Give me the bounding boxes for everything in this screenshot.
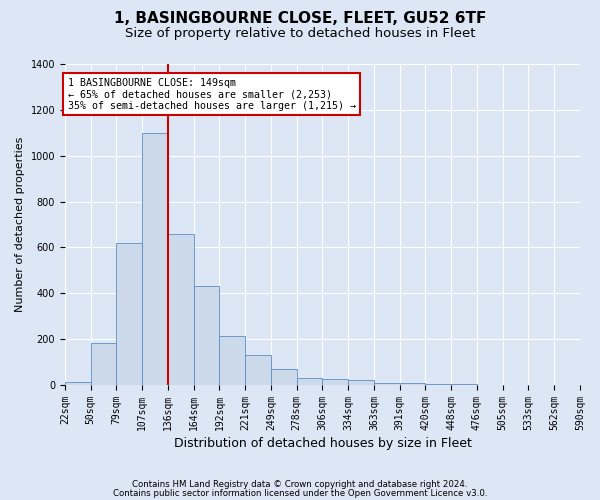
Bar bbox=[348, 380, 374, 385]
Bar bbox=[142, 133, 168, 385]
Bar bbox=[245, 356, 271, 385]
Bar bbox=[168, 234, 194, 385]
X-axis label: Distribution of detached houses by size in Fleet: Distribution of detached houses by size … bbox=[173, 437, 472, 450]
Bar bbox=[296, 378, 322, 385]
Text: 1 BASINGBOURNE CLOSE: 149sqm
← 65% of detached houses are smaller (2,253)
35% of: 1 BASINGBOURNE CLOSE: 149sqm ← 65% of de… bbox=[68, 78, 356, 111]
Y-axis label: Number of detached properties: Number of detached properties bbox=[15, 137, 25, 312]
Text: Contains public sector information licensed under the Open Government Licence v3: Contains public sector information licen… bbox=[113, 489, 487, 498]
Text: Size of property relative to detached houses in Fleet: Size of property relative to detached ho… bbox=[125, 28, 475, 40]
Bar bbox=[220, 336, 245, 385]
Bar bbox=[451, 384, 477, 385]
Bar bbox=[322, 380, 348, 385]
Bar bbox=[400, 383, 425, 385]
Text: 1, BASINGBOURNE CLOSE, FLEET, GU52 6TF: 1, BASINGBOURNE CLOSE, FLEET, GU52 6TF bbox=[114, 11, 486, 26]
Bar bbox=[91, 342, 116, 385]
Bar bbox=[374, 383, 400, 385]
Bar bbox=[425, 384, 451, 385]
Bar bbox=[65, 382, 91, 385]
Bar bbox=[194, 286, 220, 385]
Text: Contains HM Land Registry data © Crown copyright and database right 2024.: Contains HM Land Registry data © Crown c… bbox=[132, 480, 468, 489]
Bar bbox=[271, 369, 296, 385]
Bar bbox=[116, 243, 142, 385]
